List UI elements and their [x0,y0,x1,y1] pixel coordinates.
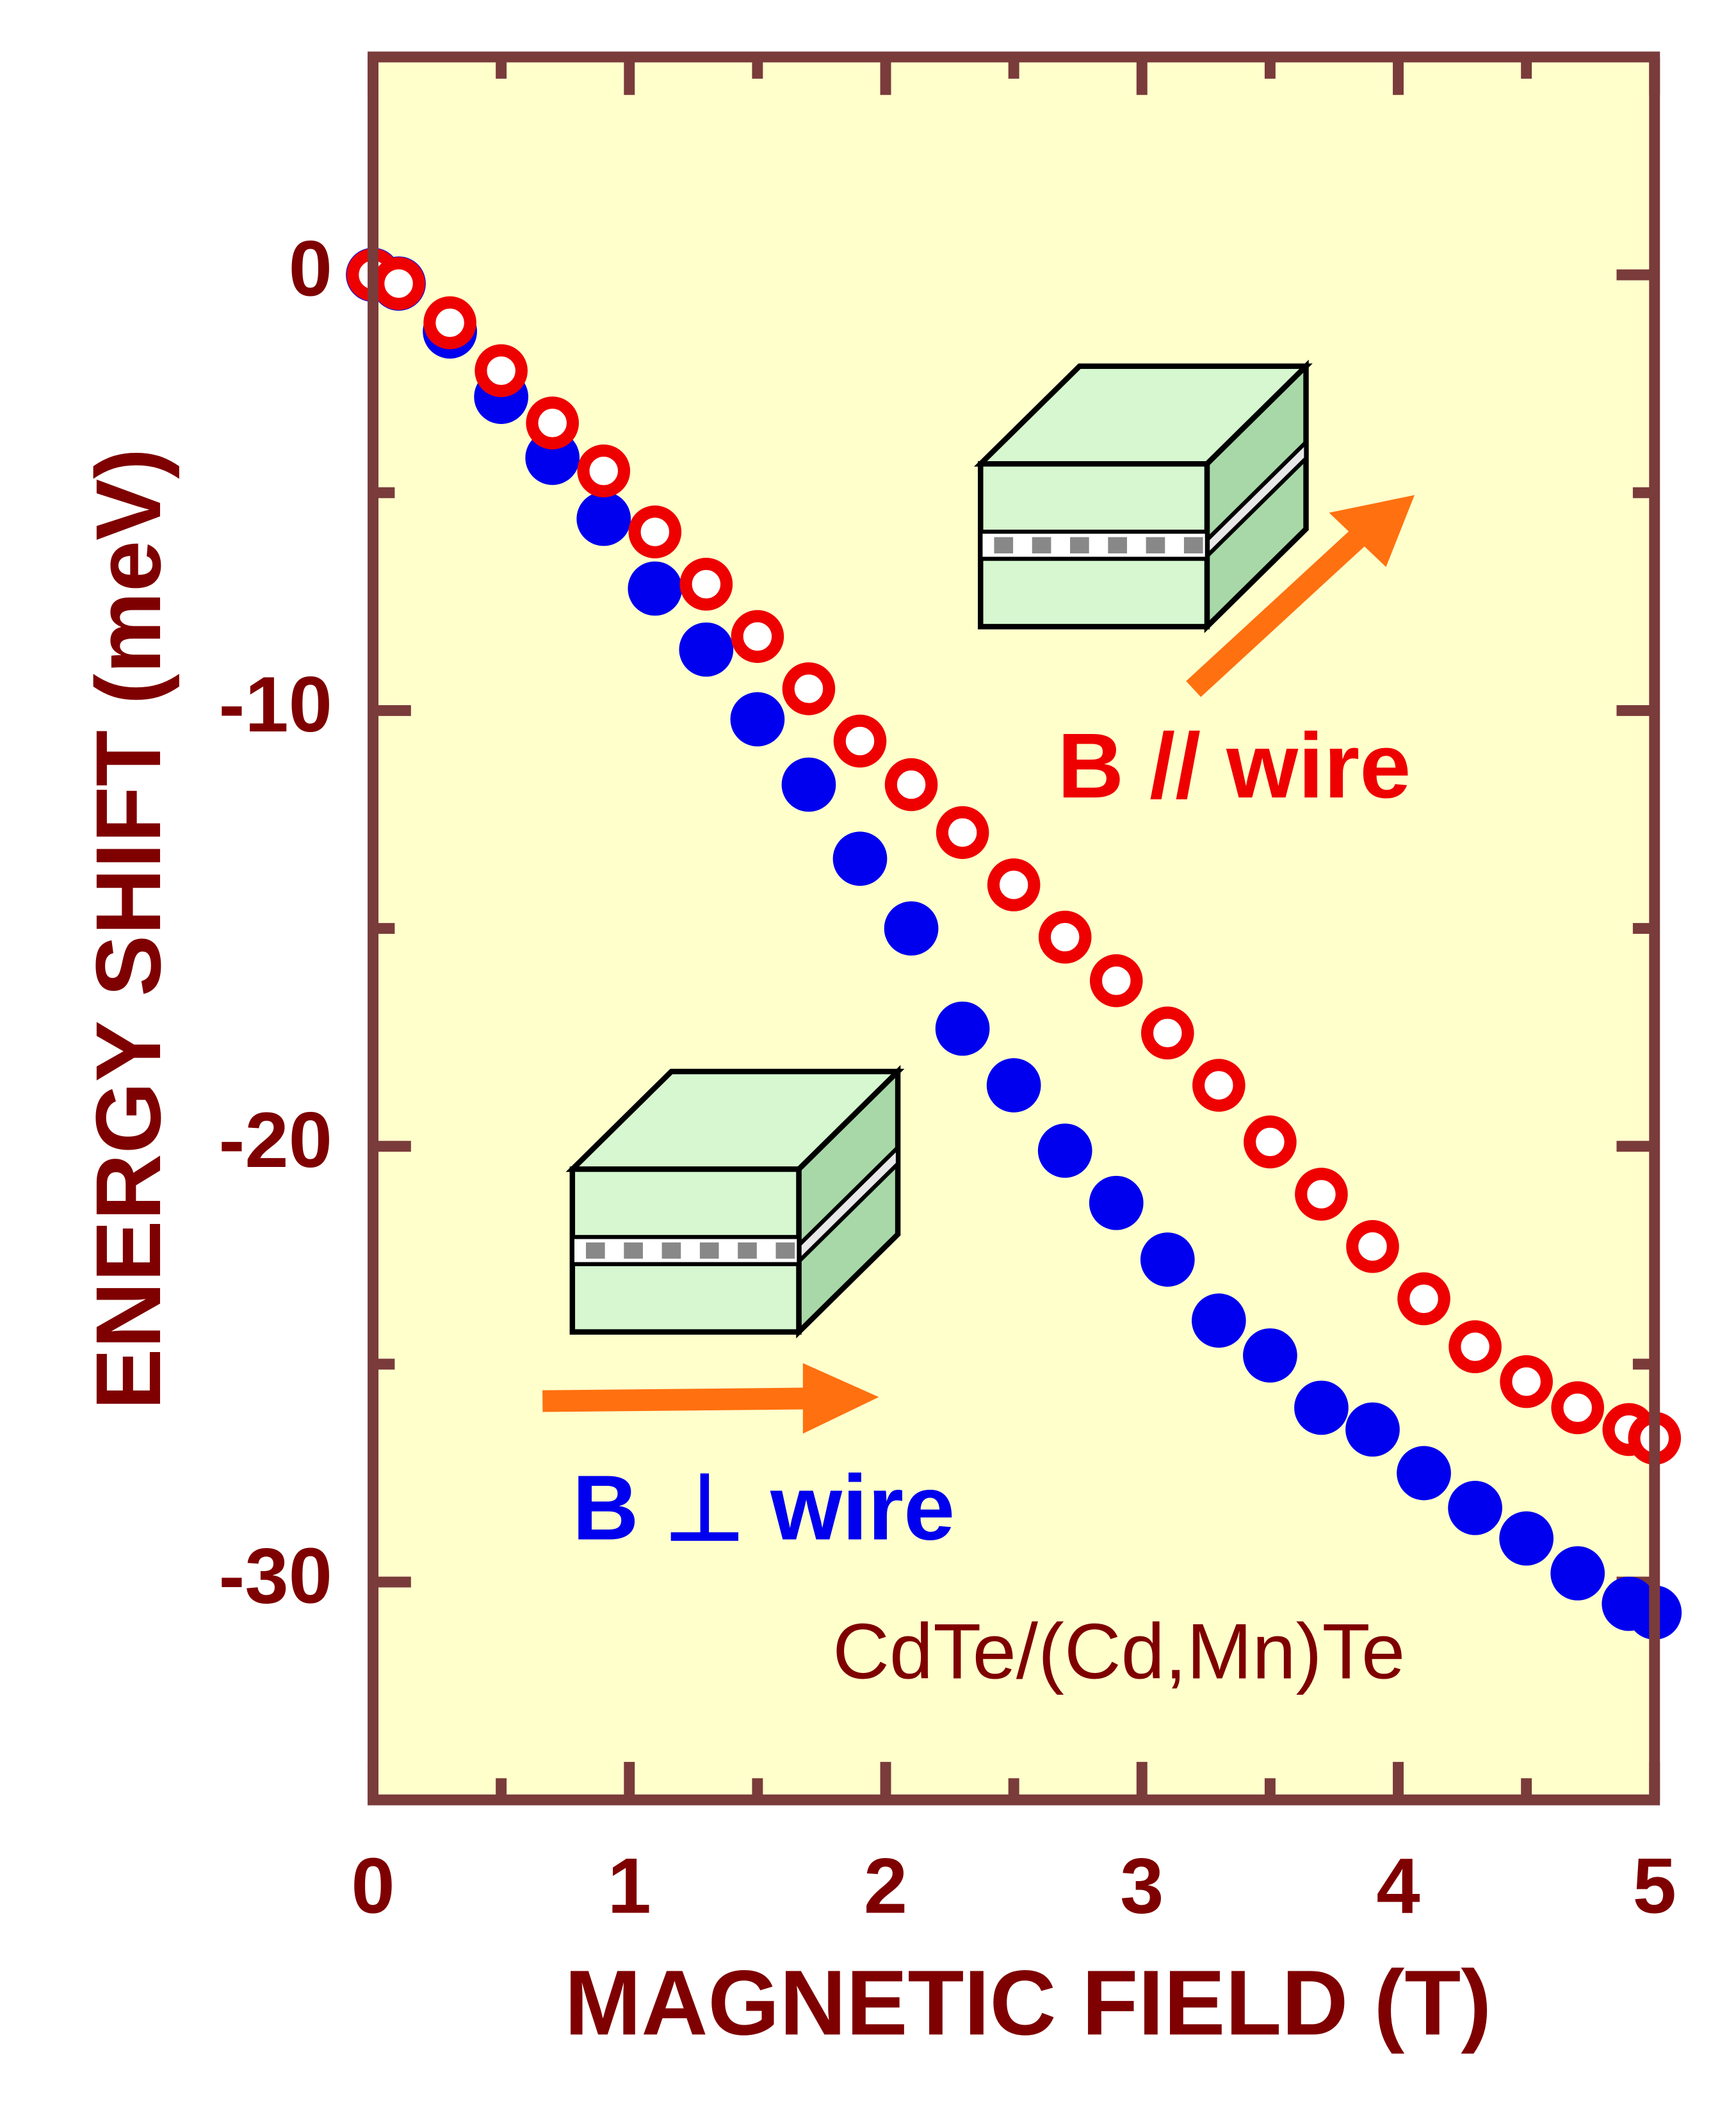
data-point [1397,1272,1450,1326]
data-point [628,505,682,559]
data-point [1244,1115,1297,1169]
data-point [884,901,939,956]
data-point [1448,1320,1502,1373]
data-point [679,622,734,677]
data-point [832,831,888,886]
data-point [679,557,733,611]
arrow [542,494,1415,1434]
x-tick-label: 0 [351,1843,394,1930]
data-point [423,296,476,350]
data-point [1243,1328,1297,1383]
data-point [1089,954,1143,1007]
y-tick-label: -20 [218,1097,332,1184]
y-tick-label: 0 [289,225,332,313]
plot-frame [368,51,1660,1806]
x-tick-label: 1 [608,1843,651,1930]
data-point [1037,1123,1092,1178]
data-point [577,444,631,498]
data-point [1346,1219,1399,1273]
data-point [730,692,785,747]
data-point [1140,1232,1195,1287]
x-axis-label: MAGNETIC FIELD (T) [564,1951,1491,2054]
data-point [1294,1380,1349,1435]
data-point [475,344,528,398]
data-point [628,561,683,616]
data-point [576,491,631,546]
y-tick-label: -30 [218,1532,332,1620]
x-tick-label: 2 [864,1843,907,1930]
data-point [1089,1175,1144,1230]
data-point [936,806,989,860]
data-point [935,1001,990,1056]
data-point [372,257,425,311]
annotation: CdTe/(Cd,Mn)Te [832,1608,1405,1695]
data-point [986,1058,1041,1113]
data-point [1295,1168,1348,1221]
data-point [1038,910,1092,964]
data-point [987,858,1041,911]
data-point [1448,1481,1502,1535]
data-point [1500,1355,1553,1408]
data-point [1499,1511,1554,1566]
plot-area [373,56,1655,1800]
data-point [1550,1546,1605,1601]
data-point [782,662,836,715]
y-tick-label: -10 [218,661,332,749]
data-point [1141,1006,1194,1060]
data-point [1551,1381,1604,1435]
data-point [526,396,580,450]
data-point [731,610,784,664]
data-point [1397,1446,1451,1501]
data-point [833,714,887,768]
x-tick-label: 3 [1120,1843,1164,1930]
y-axis-label: ENERGY SHIFT (meV) [77,448,180,1410]
data-point [1345,1402,1400,1457]
x-tick-label: 4 [1376,1843,1420,1930]
data-point [1192,1059,1245,1112]
data-point [1192,1293,1246,1348]
series-label: B ⊥ wire [572,1456,955,1560]
x-tick-label: 5 [1633,1843,1676,1930]
data-point [781,757,836,812]
data-point [884,758,938,811]
series-label: B // wire [1057,714,1411,817]
